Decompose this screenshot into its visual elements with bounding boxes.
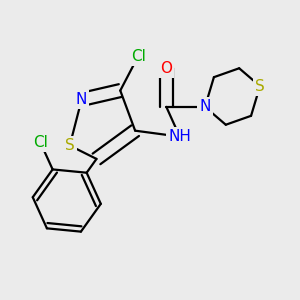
Text: O: O: [160, 61, 172, 76]
Text: N: N: [199, 99, 211, 114]
Text: Cl: Cl: [33, 135, 48, 150]
Text: S: S: [65, 138, 75, 153]
Text: Cl: Cl: [131, 49, 146, 64]
Text: S: S: [255, 79, 265, 94]
Text: NH: NH: [168, 129, 191, 144]
Text: N: N: [76, 92, 87, 107]
